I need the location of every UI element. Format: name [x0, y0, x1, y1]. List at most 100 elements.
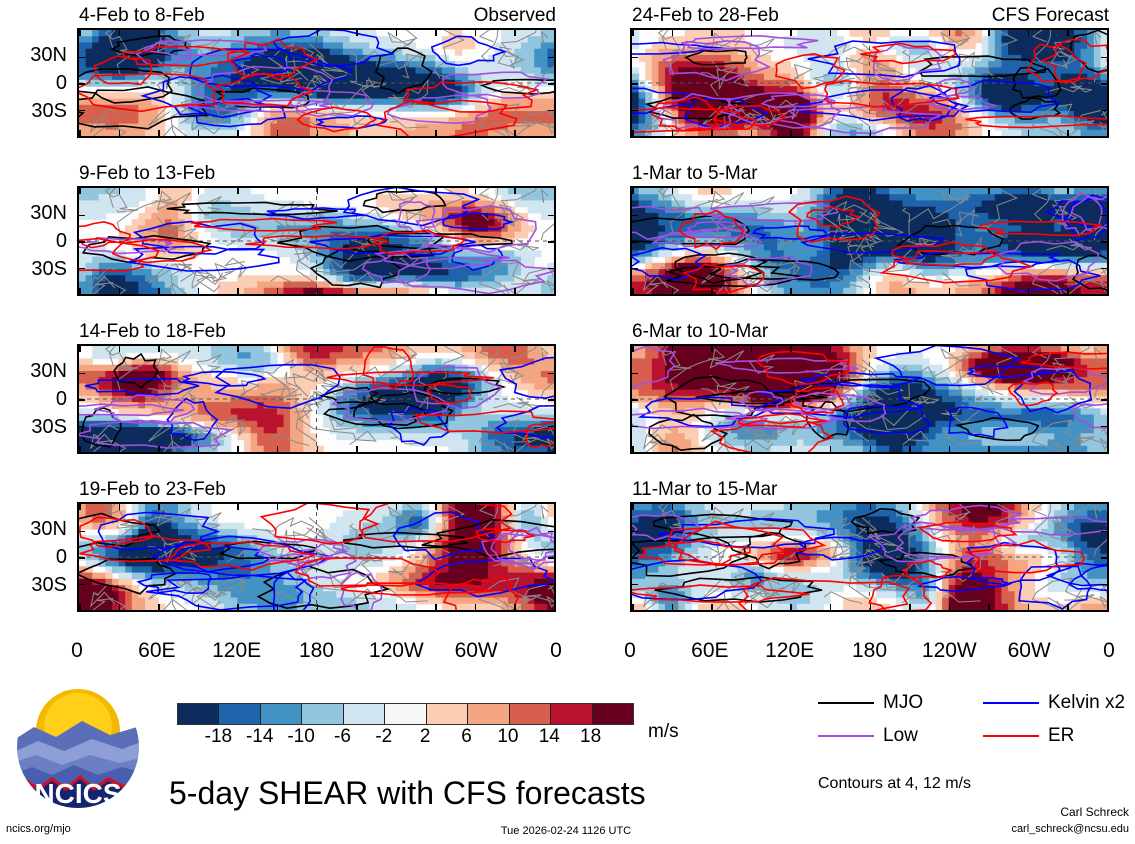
axis-tick: [474, 188, 477, 194]
axis-tick: [829, 188, 832, 194]
axis-tick: [790, 188, 792, 194]
axis-tick: [1101, 56, 1107, 58]
footer-email[interactable]: carl_schreck@ncsu.edu: [1011, 823, 1129, 835]
colorbar-tick-label: -2: [375, 726, 393, 747]
axis-tick: [1107, 288, 1109, 294]
panel-title: 1-Mar to 5-Mar: [632, 163, 758, 184]
axis-tick: [276, 504, 279, 510]
axis-tick: [395, 346, 398, 352]
x-axis-label: 120W: [921, 639, 977, 662]
axis-tick: [158, 30, 160, 36]
axis-tick: [869, 130, 871, 136]
axis-tick: [869, 30, 871, 36]
axis-tick: [435, 604, 437, 610]
axis-tick: [1101, 241, 1107, 243]
legend-label: Low: [883, 725, 918, 746]
axis-tick: [316, 288, 318, 294]
axis-tick: [1027, 288, 1030, 294]
axis-tick: [79, 372, 85, 374]
axis-tick: [671, 446, 674, 452]
axis-tick: [671, 504, 674, 510]
axis-tick: [197, 504, 200, 510]
axis-tick: [316, 446, 318, 452]
axis-tick: [237, 288, 239, 294]
map-panel: [77, 186, 556, 296]
axis-tick: [474, 288, 477, 294]
axis-tick: [671, 130, 674, 136]
axis-tick: [988, 188, 990, 194]
axis-tick: [671, 30, 674, 36]
colorbar-segment: [178, 704, 220, 724]
axis-tick: [988, 504, 990, 510]
axis-tick: [1027, 346, 1030, 352]
axis-tick: [988, 288, 990, 294]
axis-tick: [869, 188, 871, 194]
y-axis-label: 30S: [31, 574, 67, 597]
column-header: Observed: [473, 5, 556, 26]
axis-tick: [829, 604, 832, 610]
map-panel: [630, 186, 1109, 296]
legend-line-swatch: [818, 734, 874, 737]
axis-tick: [158, 288, 160, 294]
axis-tick: [395, 188, 398, 194]
legend-label: Kelvin x2: [1048, 692, 1126, 713]
axis-tick: [1101, 83, 1107, 85]
y-axis-label: 30S: [31, 100, 67, 123]
axis-tick: [474, 446, 477, 452]
colorbar-segment: [302, 704, 344, 724]
axis-tick: [909, 346, 911, 352]
footer-site-link[interactable]: ncics.org/mjo: [6, 823, 71, 835]
colorbar-segment: [509, 704, 552, 724]
axis-tick: [750, 446, 753, 452]
axis-tick: [1107, 504, 1109, 510]
colorbar-tick-label: -18: [204, 726, 233, 747]
axis-tick: [514, 446, 516, 452]
x-axis-label: 60W: [454, 639, 498, 662]
axis-tick: [829, 288, 832, 294]
axis-tick: [79, 241, 85, 243]
axis-tick: [118, 604, 121, 610]
axis-tick: [1027, 30, 1030, 36]
axis-tick: [554, 446, 556, 452]
map-panel: [77, 344, 556, 454]
axis-tick: [356, 504, 358, 510]
axis-tick: [1067, 130, 1069, 136]
axis-tick: [909, 446, 911, 452]
axis-tick: [632, 425, 638, 427]
axis-tick: [671, 188, 674, 194]
axis-tick: [356, 346, 358, 352]
axis-tick: [316, 346, 318, 352]
axis-tick: [276, 446, 279, 452]
axis-tick: [79, 214, 85, 216]
x-axis-label: 0: [550, 639, 562, 662]
colorbar-tick-label: 14: [538, 726, 560, 747]
axis-tick: [632, 109, 638, 111]
axis-tick: [79, 30, 81, 36]
y-axis-label: 0: [55, 388, 67, 410]
axis-tick: [435, 288, 437, 294]
x-axis-label: 0: [1103, 639, 1115, 662]
axis-tick: [909, 130, 911, 136]
axis-tick: [750, 130, 753, 136]
axis-tick: [632, 446, 634, 452]
axis-tick: [514, 604, 516, 610]
axis-tick: [711, 30, 713, 36]
axis-tick: [909, 604, 911, 610]
axis-tick: [548, 583, 554, 585]
column-header: CFS Forecast: [991, 5, 1109, 26]
axis-tick: [1101, 557, 1107, 559]
panel-title: 6-Mar to 10-Mar: [632, 321, 769, 342]
axis-tick: [948, 604, 951, 610]
axis-tick: [1107, 604, 1109, 610]
axis-tick: [632, 557, 638, 559]
axis-tick: [554, 504, 556, 510]
axis-tick: [118, 288, 121, 294]
map-panel: [630, 28, 1109, 138]
panel-title: 19-Feb to 23-Feb: [79, 479, 226, 500]
panel-title: 4-Feb to 8-Feb: [79, 5, 205, 26]
x-axis-label: 0: [71, 639, 83, 662]
axis-tick: [316, 188, 318, 194]
axis-tick: [474, 346, 477, 352]
figure-title: 5-day SHEAR with CFS forecasts: [169, 775, 646, 811]
axis-tick: [118, 346, 121, 352]
